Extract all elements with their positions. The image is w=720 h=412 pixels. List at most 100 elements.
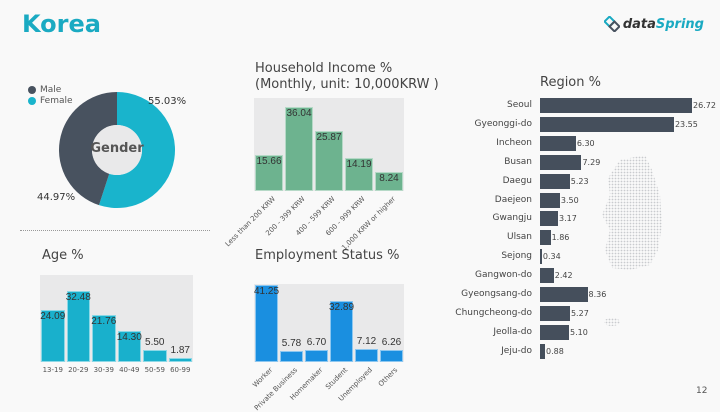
bar (375, 171, 403, 191)
bar (143, 350, 167, 362)
region-label: Incheon (496, 137, 532, 148)
gender-legend: Male Female (28, 84, 73, 106)
data-label: 25.87 (316, 131, 342, 143)
gender-donut-chart (58, 92, 175, 208)
employment-chart: 41.25 Worker 5.78 Private Business 6.70 Homem… (251, 284, 404, 412)
logo: data Spring (603, 16, 704, 32)
income-subtitle: (Monthly, unit: 10,000KRW ) (255, 77, 439, 92)
region-label: Chungcheong-do (455, 307, 532, 318)
income-title: Household Income % (Monthly, unit: 10,000… (255, 61, 439, 93)
region-value: 7.29 (582, 157, 601, 167)
data-label: 36.04 (286, 108, 312, 120)
region-value: 26.72 (693, 101, 716, 110)
data-label: 14.30 (116, 331, 142, 343)
data-label: 6.26 (381, 337, 402, 349)
region-value: 2.42 (554, 271, 573, 281)
region-label: Gyeonggi-do (474, 118, 532, 129)
data-label: 8.24 (379, 172, 399, 184)
legend-female: Female (28, 95, 73, 106)
region-label: Jeju-do (501, 345, 532, 356)
bar (305, 349, 328, 362)
region-label: Seoul (507, 100, 532, 110)
x-tick-label: Others (376, 366, 400, 389)
logo-text-accent: Spring (655, 16, 704, 32)
data-label: 6.70 (306, 336, 327, 348)
bar (315, 130, 343, 191)
bar (355, 348, 378, 362)
data-label: 7.12 (356, 335, 377, 347)
region-label: Gangwon-do (475, 270, 532, 281)
bar (255, 285, 278, 362)
data-label: 1.87 (170, 344, 190, 356)
data-label: 5.50 (145, 337, 165, 349)
page-title: Korea (22, 10, 101, 38)
data-label: 21.76 (91, 315, 117, 327)
region-label: Busan (504, 156, 532, 167)
age-title: Age % (42, 248, 84, 263)
data-label: 32.89 (329, 301, 355, 313)
region-value: 3.50 (560, 195, 579, 205)
x-tick-label: Less than 200 KRW (223, 195, 277, 249)
data-label: 15.66 (256, 155, 282, 167)
x-tick-label: 13-19 (42, 366, 63, 374)
region-bar (540, 135, 576, 151)
x-tick-label: 60-99 (170, 366, 191, 374)
region-value: 5.27 (570, 308, 589, 318)
region-bar (540, 211, 559, 227)
region-bar (540, 192, 560, 208)
region-bar (540, 116, 674, 132)
region-label: Daegu (502, 175, 532, 186)
data-label: 41.25 (254, 286, 280, 298)
region-value: 0.34 (542, 252, 561, 262)
bar (92, 314, 116, 362)
x-tick-label: 1,000 KRW or higher (339, 195, 397, 252)
region-bar (540, 249, 542, 265)
region-value: 0.88 (546, 346, 564, 356)
donut-hole (92, 125, 142, 175)
x-tick-label: 30-39 (93, 366, 114, 374)
data-label: 32.48 (65, 292, 91, 304)
male-slice (58, 92, 117, 206)
data-label: 24.09 (40, 310, 66, 322)
divider (20, 230, 210, 231)
region-bar (540, 343, 545, 359)
bar (280, 351, 303, 362)
logo-text: data (622, 16, 656, 32)
female-percent: 55.03% (148, 96, 187, 107)
legend-label: Female (40, 95, 73, 106)
region-value: 8.36 (588, 290, 607, 299)
employment-title: Employment Status % (255, 248, 400, 263)
region-bar (540, 154, 582, 170)
donut-center-label: Gender (90, 141, 144, 156)
x-tick-label: 20-29 (68, 366, 89, 374)
female-slice (98, 92, 175, 208)
bar (380, 350, 403, 362)
region-label: Gyeongsang-do (461, 289, 532, 299)
bar (41, 309, 65, 362)
region-value: 5.10 (570, 327, 588, 337)
bar (255, 154, 283, 191)
region-value: 3.17 (559, 214, 577, 224)
bar (330, 300, 353, 362)
region-label: Sejong (501, 251, 532, 262)
male-swatch (28, 85, 36, 94)
region-bar (540, 230, 551, 246)
x-tick-label: 40-49 (119, 366, 140, 374)
data-label: 5.78 (281, 338, 302, 350)
x-tick-label: 50-59 (144, 366, 165, 374)
region-title: Region % (540, 75, 601, 90)
income-chart: 15.66 Less than 200 KRW 36.04 200 - 399 KRW… (223, 98, 404, 252)
region-label: Daejeon (494, 194, 532, 205)
x-tick-label: Private Business (252, 366, 300, 412)
legend-male: Male (28, 84, 73, 95)
region-bar (540, 98, 692, 113)
region-label: Gwangju (492, 213, 532, 224)
male-percent: 44.97% (37, 192, 76, 203)
region-label: Ulsan (507, 232, 532, 243)
region-bar (540, 287, 588, 302)
bar (117, 330, 141, 362)
region-bar (540, 268, 554, 284)
bar (345, 158, 373, 191)
region-bar (540, 305, 570, 321)
logo-icon (603, 16, 620, 32)
